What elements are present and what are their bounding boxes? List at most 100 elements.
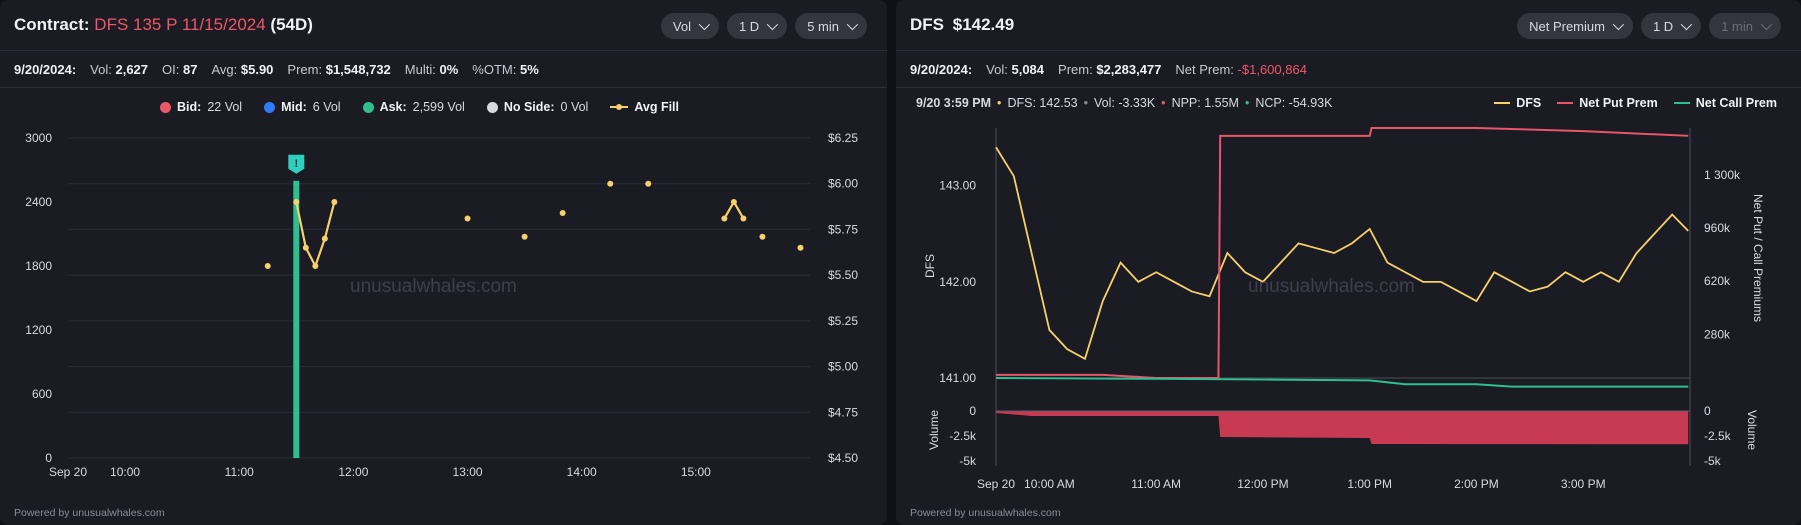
volume-tick-label-left: -2.5k	[949, 429, 977, 443]
avg-fill-point	[721, 215, 728, 222]
chart-controls: Net Premium 1 D 1 min	[1517, 13, 1781, 39]
tooltip-item: NPP: 1.55M	[1171, 96, 1239, 110]
y-axis-title-left: DFS	[923, 254, 937, 278]
chevron-down-icon	[1760, 18, 1773, 31]
ask-volume-bar	[293, 180, 300, 459]
stat-label: Prem:	[1058, 61, 1093, 77]
stat-multi: Multi: 0%	[405, 62, 458, 77]
stat-value: 5%	[519, 61, 539, 77]
y-tick-label-left: 0	[45, 451, 52, 465]
stat-value: $1,548,732	[325, 61, 391, 77]
legend-ask[interactable]: Ask: 2,599 Vol	[362, 100, 465, 114]
tooltip-item: NCP: -54.93K	[1255, 96, 1333, 110]
stat-volume: Vol: 5,084	[986, 62, 1044, 77]
interval-dropdown[interactable]: 1 min	[1709, 13, 1781, 39]
legend-net-call-prem[interactable]: Net Call Prem	[1673, 96, 1777, 110]
tooltip-bullet-icon: •	[1161, 96, 1166, 110]
y-tick-label-left: 1800	[25, 259, 52, 273]
ticker-symbol: DFS	[910, 15, 944, 34]
legend-net-put-prem[interactable]: Net Put Prem	[1557, 96, 1658, 110]
stat-value: 0%	[439, 61, 459, 77]
series-line-net-call-prem	[995, 377, 1689, 388]
y-tick-label-right: 1 300k	[1704, 168, 1741, 182]
range-dropdown[interactable]: 1 D	[1640, 13, 1702, 39]
volume-dropdown[interactable]: Vol	[660, 13, 719, 39]
stat-value: 87	[183, 61, 198, 77]
volume-tick-label-right: -5k	[1704, 454, 1722, 468]
y-tick-label-right: $5.75	[828, 222, 858, 236]
footer-credit[interactable]: Powered by unusualwhales.com	[14, 507, 165, 519]
avg-fill-point	[521, 233, 528, 240]
avg-fill-point	[264, 263, 271, 269]
stat-average: Avg: $5.90	[211, 62, 273, 77]
legend-dfs[interactable]: DFS	[1494, 96, 1541, 110]
legend-name: Ask:	[379, 100, 407, 114]
legend-no-side[interactable]: No Side: 0 Vol	[486, 100, 589, 114]
stat-label: Vol:	[90, 61, 112, 77]
x-tick-label: 15:00	[681, 465, 711, 479]
volume-tick-label-right: 0	[1704, 404, 1711, 418]
metric-dropdown[interactable]: Net Premium	[1517, 13, 1633, 39]
y-tick-label-right: $5.00	[828, 360, 858, 374]
interval-dropdown-label: 5 min	[807, 18, 839, 34]
stat-label: Net Prem:	[1175, 61, 1234, 77]
avg-fill-point	[607, 180, 614, 187]
interval-dropdown[interactable]: 5 min	[795, 13, 867, 39]
avg-fill-point	[740, 215, 747, 222]
ticker-stats: 9/20/2024: Vol: 5,084 Prem: $2,283,477 N…	[896, 51, 1801, 88]
ask-dot-icon	[362, 101, 374, 113]
avg-fill-point	[464, 215, 471, 222]
alert-marker-icon: !	[288, 154, 305, 174]
range-dropdown-label: 1 D	[738, 18, 760, 34]
line-swatch-icon	[1673, 102, 1690, 104]
legend-name: Avg Fill	[634, 100, 680, 114]
line-swatch-icon	[1494, 102, 1511, 104]
y-tick-label-left: 1200	[25, 323, 52, 337]
legend-mid[interactable]: Mid: 6 Vol	[264, 100, 341, 114]
avg-fill-point	[730, 199, 737, 205]
watermark: unusualwhales.com	[350, 276, 517, 297]
legend-value: 0 Vol	[560, 100, 589, 114]
avg-fill-point	[312, 263, 319, 269]
footer-credit[interactable]: Powered by unusualwhales.com	[910, 507, 1061, 519]
y-tick-label-left: 143.00	[939, 179, 976, 193]
series-legend: DFS Net Put Prem Net Call Prem	[1494, 96, 1777, 110]
stat-otm: %OTM: 5%	[472, 62, 538, 77]
stat-value: 2,627	[115, 61, 149, 77]
stat-volume: Vol: 2,627	[90, 62, 148, 77]
no-side-dot-icon	[486, 101, 498, 113]
stat-date: 9/20/2024:	[14, 62, 76, 77]
tooltip-item: Vol: -3.33K	[1094, 96, 1156, 110]
stat-date: 9/20/2024:	[910, 62, 972, 77]
stat-date-label: 9/20/2024:	[14, 61, 77, 77]
chart-legend: Bid: 22 Vol Mid: 6 Vol Ask: 2,599 Vol No Si…	[160, 100, 679, 114]
range-dropdown[interactable]: 1 D	[726, 13, 788, 39]
ticker-price: $142.49	[952, 15, 1015, 34]
legend-avg-fill[interactable]: Avg Fill	[610, 100, 679, 114]
chevron-down-icon	[698, 18, 711, 31]
stat-value: 5,084	[1011, 61, 1045, 77]
mid-dot-icon	[264, 101, 276, 113]
x-tick-label: 11:00	[225, 465, 254, 479]
stat-net-premium: Net Prem: -$1,600,864	[1175, 62, 1307, 77]
volume-tick-label-left: -5k	[959, 454, 977, 468]
avg-fill-point	[293, 199, 300, 205]
panel-header: DFS $142.49 Net Premium 1 D 1 min	[896, 0, 1801, 51]
line-dot-icon	[610, 104, 629, 110]
stat-label: Multi:	[404, 61, 436, 77]
chevron-down-icon	[766, 18, 779, 31]
x-tick-label: 11:00 AM	[1131, 477, 1181, 491]
volume-axis-title-right: Volume	[1745, 410, 1759, 450]
chevron-down-icon	[846, 18, 859, 31]
tooltip-bullet-icon: •	[1083, 96, 1089, 110]
legend-value: 6 Vol	[312, 100, 341, 114]
y-tick-label-right: 620k	[1704, 274, 1731, 288]
avg-fill-point	[797, 244, 804, 251]
net-premium-panel: DFS $142.49 Net Premium 1 D 1 min 9/20/2…	[896, 0, 1801, 525]
stat-value: $2,283,477	[1096, 61, 1162, 77]
days-to-expiry: (54D)	[270, 15, 313, 34]
contract-stats: 9/20/2024: Vol: 2,627 OI: 87 Avg: $5.90 …	[0, 51, 887, 88]
legend-label: Net Put Prem	[1579, 96, 1658, 110]
range-dropdown-label: 1 D	[1652, 18, 1674, 34]
legend-bid[interactable]: Bid: 22 Vol	[160, 100, 242, 114]
